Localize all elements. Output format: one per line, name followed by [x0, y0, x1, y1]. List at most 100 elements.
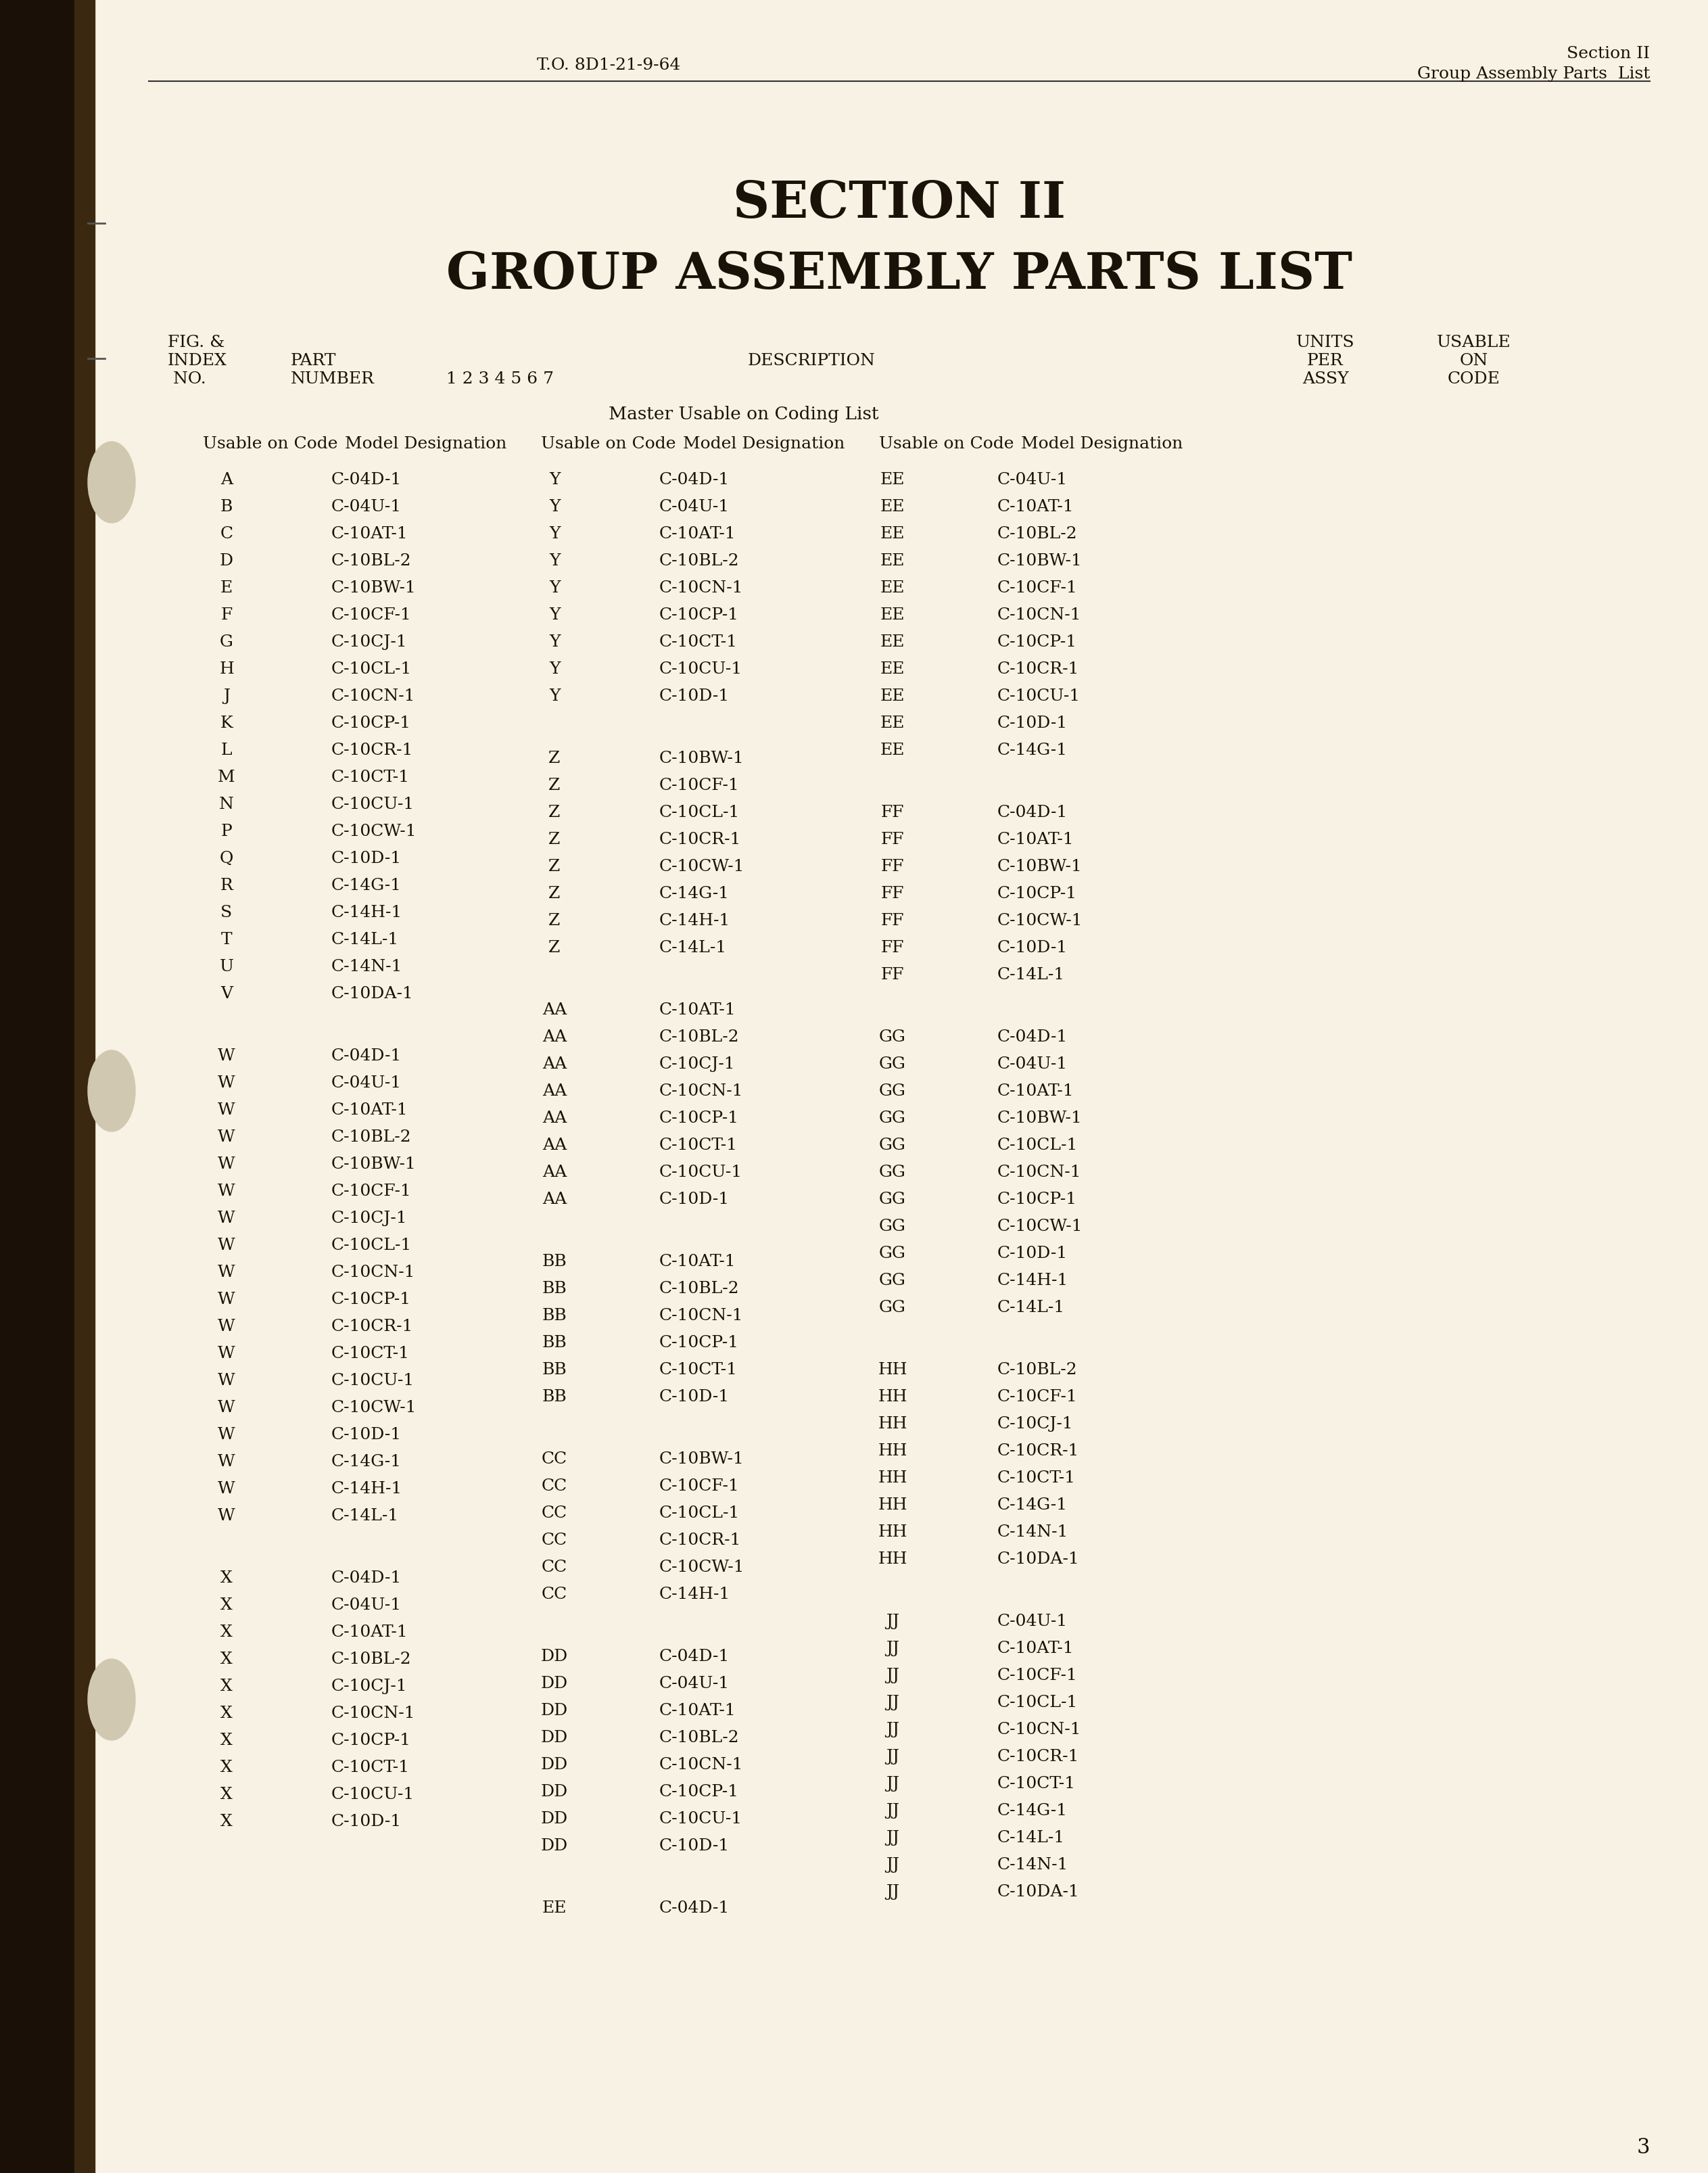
Text: C-10AT-1: C-10AT-1	[659, 1704, 736, 1719]
Text: HH: HH	[878, 1525, 907, 1541]
Text: C-14H-1: C-14H-1	[659, 1586, 731, 1602]
Text: EE: EE	[880, 661, 905, 678]
Text: C-10BW-1: C-10BW-1	[997, 858, 1083, 874]
Text: C-14L-1: C-14L-1	[997, 1299, 1066, 1315]
Text: AA: AA	[541, 1002, 567, 1017]
Text: C-10CU-1: C-10CU-1	[331, 1373, 415, 1389]
Text: U: U	[219, 958, 234, 974]
Text: C-14G-1: C-14G-1	[331, 878, 401, 893]
Text: X: X	[220, 1571, 232, 1586]
Text: C-10CN-1: C-10CN-1	[997, 606, 1081, 624]
Text: J: J	[224, 689, 231, 704]
Text: H: H	[219, 661, 234, 678]
Text: C-10CN-1: C-10CN-1	[331, 689, 415, 704]
Text: CC: CC	[541, 1560, 567, 1575]
Text: C-10CT-1: C-10CT-1	[659, 635, 738, 650]
Text: AA: AA	[541, 1056, 567, 1071]
Text: Z: Z	[548, 858, 560, 874]
Text: HH: HH	[878, 1362, 907, 1378]
Text: CC: CC	[541, 1532, 567, 1547]
Text: C-10CP-1: C-10CP-1	[659, 1334, 740, 1352]
Text: JJ: JJ	[886, 1775, 900, 1791]
Text: C-10CJ-1: C-10CJ-1	[331, 1678, 408, 1695]
Text: X: X	[220, 1760, 232, 1775]
Text: C-10BL-2: C-10BL-2	[659, 1280, 740, 1297]
Text: W: W	[219, 1373, 236, 1389]
Text: C-10AT-1: C-10AT-1	[997, 1084, 1074, 1100]
Text: C-10CJ-1: C-10CJ-1	[997, 1417, 1074, 1432]
Text: Y: Y	[548, 580, 560, 595]
Text: C-10BL-2: C-10BL-2	[659, 1730, 740, 1745]
Text: Y: Y	[548, 472, 560, 487]
Text: Model Designation: Model Designation	[345, 437, 507, 452]
Text: Z: Z	[548, 941, 560, 956]
Text: C-10CN-1: C-10CN-1	[659, 1084, 743, 1100]
Text: C-04U-1: C-04U-1	[331, 500, 401, 515]
Text: PER: PER	[1307, 352, 1344, 369]
Text: W: W	[219, 1291, 236, 1308]
Text: C-10CU-1: C-10CU-1	[997, 689, 1081, 704]
Text: DD: DD	[541, 1649, 569, 1665]
Text: Y: Y	[548, 500, 560, 515]
Text: C-10CU-1: C-10CU-1	[659, 1165, 743, 1180]
Text: C-10CR-1: C-10CR-1	[659, 1532, 741, 1547]
Text: C-10DA-1: C-10DA-1	[331, 987, 413, 1002]
Text: GG: GG	[880, 1110, 905, 1126]
Text: Y: Y	[548, 526, 560, 541]
Text: C-14N-1: C-14N-1	[331, 958, 403, 974]
Text: Group Assembly Parts  List: Group Assembly Parts List	[1418, 67, 1650, 83]
Text: C-10AT-1: C-10AT-1	[331, 1625, 408, 1641]
Text: C-04U-1: C-04U-1	[997, 472, 1068, 487]
Text: S: S	[220, 904, 232, 921]
Text: Z: Z	[548, 804, 560, 821]
Text: FF: FF	[881, 858, 904, 874]
Text: C-10BW-1: C-10BW-1	[997, 554, 1083, 569]
Text: GG: GG	[880, 1299, 905, 1315]
Text: C-04U-1: C-04U-1	[997, 1615, 1068, 1630]
Text: C-10CR-1: C-10CR-1	[997, 1749, 1079, 1764]
Text: C-04U-1: C-04U-1	[659, 500, 729, 515]
Text: C-10CL-1: C-10CL-1	[997, 1695, 1078, 1710]
Text: C-10CN-1: C-10CN-1	[997, 1721, 1081, 1738]
Text: C-10D-1: C-10D-1	[659, 1389, 729, 1404]
Text: JJ: JJ	[886, 1721, 900, 1738]
Text: C-10BL-2: C-10BL-2	[659, 1030, 740, 1045]
Text: JJ: JJ	[886, 1749, 900, 1764]
Ellipse shape	[87, 1658, 135, 1741]
Text: N: N	[219, 797, 234, 813]
Text: HH: HH	[878, 1497, 907, 1512]
Text: AA: AA	[541, 1084, 567, 1100]
Text: C-04D-1: C-04D-1	[331, 1047, 401, 1065]
Text: W: W	[219, 1210, 236, 1226]
Text: Y: Y	[548, 661, 560, 678]
Text: C-10BL-2: C-10BL-2	[331, 1651, 412, 1667]
Text: C-10CT-1: C-10CT-1	[331, 769, 410, 784]
Text: Section II: Section II	[1566, 46, 1650, 61]
Text: C-10CT-1: C-10CT-1	[997, 1775, 1076, 1791]
Text: T: T	[220, 932, 232, 947]
Text: BB: BB	[541, 1254, 567, 1269]
Text: W: W	[219, 1482, 236, 1497]
Text: C-14G-1: C-14G-1	[331, 1454, 401, 1469]
Text: C-14L-1: C-14L-1	[659, 941, 728, 956]
Text: GG: GG	[880, 1165, 905, 1180]
Text: C-10AT-1: C-10AT-1	[997, 1641, 1074, 1656]
Bar	[0, 0, 75, 2173]
Text: V: V	[220, 987, 232, 1002]
Text: C-10D-1: C-10D-1	[659, 1838, 729, 1854]
Text: C-10DA-1: C-10DA-1	[997, 1884, 1079, 1899]
Text: C-10AT-1: C-10AT-1	[331, 1102, 408, 1117]
Text: NO.: NO.	[167, 372, 207, 387]
Text: GG: GG	[880, 1136, 905, 1154]
Text: W: W	[219, 1265, 236, 1280]
Text: SECTION II: SECTION II	[733, 178, 1066, 228]
Text: C-14H-1: C-14H-1	[997, 1273, 1069, 1289]
Text: C-14L-1: C-14L-1	[331, 1508, 400, 1523]
Text: EE: EE	[880, 689, 905, 704]
Text: W: W	[219, 1156, 236, 1171]
Text: C-10BL-2: C-10BL-2	[997, 526, 1078, 541]
Text: F: F	[220, 606, 232, 624]
Text: GG: GG	[880, 1030, 905, 1045]
Text: X: X	[220, 1732, 232, 1749]
Text: W: W	[219, 1130, 236, 1145]
